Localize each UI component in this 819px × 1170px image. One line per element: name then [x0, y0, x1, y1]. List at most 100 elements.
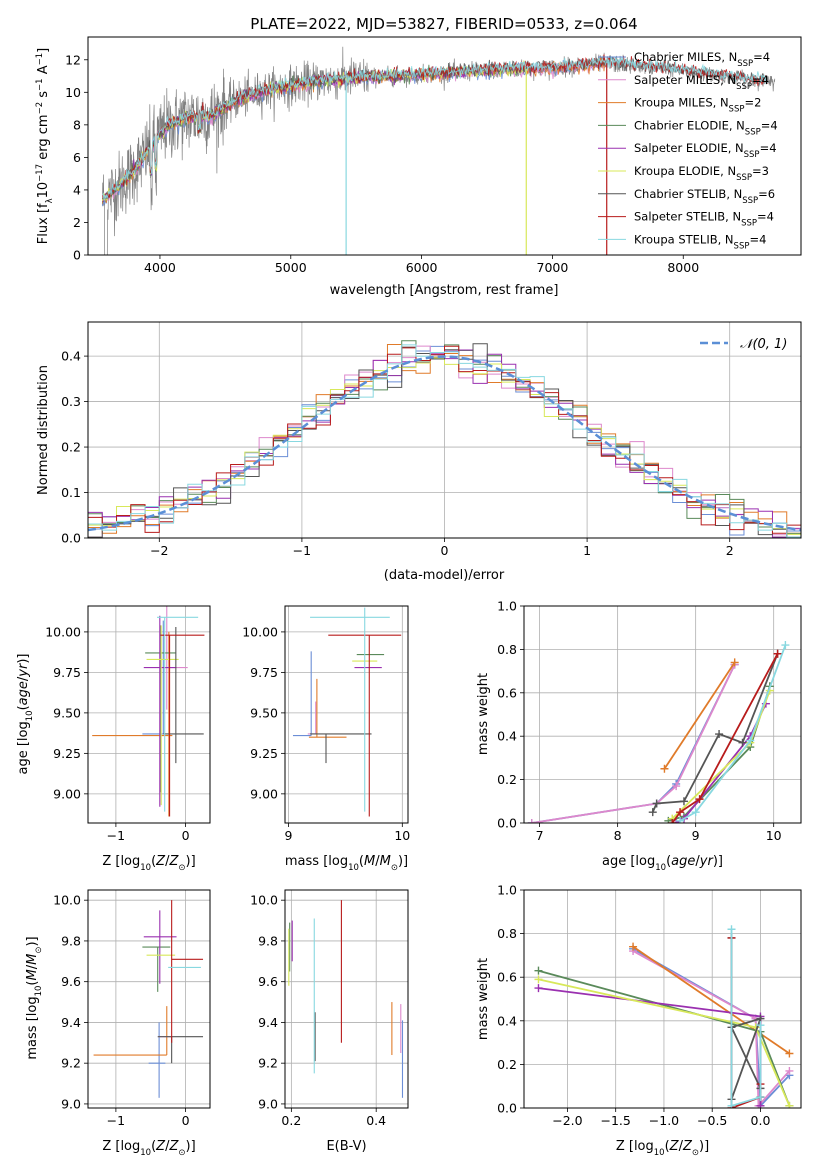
x-axis-label: Z [log10(Z/Z⊙)] — [616, 1139, 709, 1158]
errorbar-chabrier-miles — [148, 1022, 166, 1098]
y-axis-label: mass weight — [476, 958, 491, 1040]
gridlines — [88, 890, 210, 1108]
x-axis-label: wavelength [Angstrom, rest frame] — [330, 283, 559, 298]
plot-area — [88, 340, 801, 538]
data-point — [695, 795, 704, 804]
errorbar-kroupa-stelib — [157, 616, 199, 812]
data-point — [527, 819, 536, 823]
data-point — [756, 1093, 765, 1102]
errorbar-chabrier-miles — [292, 651, 312, 737]
x-tick-label: 1 — [583, 543, 591, 558]
data-point — [727, 925, 736, 934]
legend-label: 𝒩(0, 1) — [740, 337, 787, 352]
data-point — [756, 1101, 765, 1108]
errorbar-salpeter-elodie — [143, 615, 177, 807]
data-point — [676, 816, 685, 823]
x-tick-label: 8 — [614, 828, 622, 843]
gridlines — [88, 606, 210, 823]
y-tick-label: 0.4 — [497, 729, 517, 744]
x-axis-label: Z [log10(Z/Z⊙)] — [102, 854, 195, 873]
histogram-chabrier-elodie — [88, 340, 801, 538]
legend-label: Chabrier ELODIE, NSSP=4 — [634, 118, 778, 137]
y-tick-label: 0.3 — [61, 394, 81, 409]
data-point — [756, 1021, 765, 1030]
data-point — [668, 819, 677, 823]
x-tick-label: −2.0 — [552, 1113, 582, 1128]
plot-area — [534, 925, 794, 1108]
histogram-kroupa-stelib — [88, 344, 801, 538]
y-tick-label: 0.2 — [497, 772, 517, 787]
errorbar-kroupa-miles — [92, 631, 173, 817]
x-tick-label: 0.0 — [751, 1113, 771, 1128]
data-point — [785, 1066, 794, 1075]
data-point — [730, 658, 739, 667]
series-line — [632, 950, 791, 1108]
gridlines — [285, 606, 408, 823]
errorbar-salpeter-stelib — [171, 900, 204, 1043]
legend-label: Salpeter STELIB, NSSP=4 — [634, 210, 774, 229]
weight-vs-Z-chart: −2.0 −1.5 −1.0 −0.5 0.0 0.0 0.2 0.4 0.6 0.8 1.0 Z [… — [476, 883, 802, 1158]
series-chabrier-miles — [629, 944, 794, 1108]
weight-vs-age-chart: 7 8 9 10 0.0 0.2 0.4 0.6 0.8 1.0 age [log10(age/yr… — [476, 599, 802, 873]
y-tick-label: 9.50 — [53, 705, 81, 720]
errorbar-kroupa-elodie — [146, 625, 179, 806]
y-tick-label: 0.6 — [497, 970, 517, 985]
y-tick-label: 9.6 — [258, 974, 278, 989]
plot-area — [93, 900, 204, 1098]
axes-frame — [284, 889, 409, 1109]
x-tick-label: 0 — [182, 828, 190, 843]
data-point — [672, 782, 681, 791]
x-tick-label: −1 — [293, 543, 311, 558]
y-tick-label: 2 — [73, 215, 81, 230]
figure-title: PLATE=2022, MJD=53827, FIBERID=0533, z=0… — [250, 15, 637, 33]
errorbar-kroupa-stelib — [310, 607, 390, 812]
errorbar-salpeter-elodie — [143, 910, 177, 984]
x-axis-label: Z [log10(Z/Z⊙)] — [102, 1139, 195, 1158]
errorbar-chabrier-stelib — [310, 733, 372, 764]
y-tick-label: 9.0 — [61, 1096, 81, 1111]
x-tick-label: 7 — [536, 828, 544, 843]
data-point — [679, 797, 688, 806]
data-point — [629, 942, 638, 951]
y-tick-label: 0.6 — [497, 685, 517, 700]
series-line — [632, 948, 791, 1108]
errorbar-chabrier-elodie — [145, 625, 176, 793]
y-tick-label: 9.2 — [258, 1056, 278, 1071]
y-tick-label: 0.4 — [497, 1013, 517, 1028]
errorbar-chabrier-miles — [142, 620, 167, 735]
legend-label: Chabrier MILES, NSSP=4 — [634, 50, 770, 69]
data-point — [785, 1101, 794, 1108]
y-tick-label: 10.00 — [45, 624, 81, 639]
x-axis-label: mass [log10(M/M⊙)] — [285, 854, 408, 873]
data-point — [781, 641, 790, 650]
data-point — [652, 799, 661, 808]
data-point — [534, 975, 543, 984]
y-tick-label: 0.4 — [61, 349, 81, 364]
histogram-salpeter-miles — [88, 345, 801, 538]
y-tick-label: 9.4 — [61, 1015, 81, 1030]
x-tick-label: 4000 — [144, 260, 176, 275]
plot-area — [292, 607, 402, 817]
y-tick-label: 9.25 — [53, 746, 81, 761]
data-point — [746, 736, 755, 745]
y-tick-label: 10.0 — [250, 893, 278, 908]
y-tick-label: 10.0 — [53, 893, 81, 908]
x-tick-label: −1 — [107, 828, 125, 843]
y-axis-label: Normed distribution — [36, 365, 51, 495]
axes-frame — [284, 605, 409, 824]
y-tick-label: 0.8 — [497, 642, 517, 657]
series-kroupa-miles — [660, 658, 739, 773]
y-tick-label: 1.0 — [497, 883, 517, 898]
x-tick-label: 0.2 — [281, 1113, 301, 1128]
mass-vs-ebv-chart: 0.2 0.4 9.0 9.2 9.4 9.6 9.8 10.0 E(B-V) — [250, 889, 409, 1154]
mass-vs-Z-chart: −1 0 9.0 9.2 9.4 9.6 9.8 10.0 Z [log10(Z/Z⊙)] mas… — [25, 889, 211, 1158]
y-tick-label: 9.0 — [258, 1096, 278, 1111]
series-line — [663, 661, 736, 770]
y-tick-label: 4 — [73, 182, 81, 197]
y-tick-label: 9.00 — [53, 786, 81, 801]
series-line — [538, 987, 762, 1106]
y-axis-label: mass [log10(M/M⊙)] — [25, 936, 44, 1059]
y-tick-label: 0.2 — [497, 1057, 517, 1072]
y-tick-label: 9.50 — [250, 705, 278, 720]
y-tick-label: 0.0 — [497, 816, 517, 831]
